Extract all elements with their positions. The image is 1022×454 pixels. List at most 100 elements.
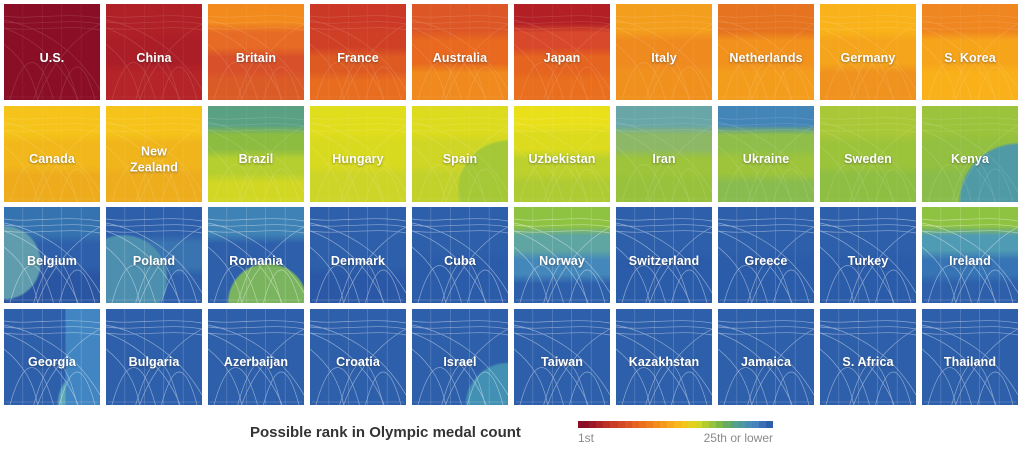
legend-bar-segment	[631, 420, 639, 428]
tile-netherlands: Netherlands	[718, 4, 814, 100]
country-label: Bulgaria	[128, 355, 180, 370]
legend-bar-segment	[765, 420, 773, 428]
tile-bulgaria: Bulgaria	[106, 308, 202, 405]
legend-bar-segment	[596, 420, 604, 428]
rank-trajectory-curves-icon	[310, 308, 406, 405]
country-label: Norway	[539, 253, 585, 268]
legend-bar-segment	[751, 420, 759, 428]
rank-trajectory-curves-icon	[412, 308, 508, 405]
country-label: Greece	[744, 253, 788, 268]
rank-trajectory-curves-icon	[310, 4, 406, 100]
tile-australia: Australia	[412, 4, 508, 100]
legend-min-label: 1st	[578, 430, 595, 445]
tile-azerbaijan: Azerbaijan	[208, 308, 304, 405]
legend-title: Possible rank in Olympic medal count	[250, 423, 521, 441]
rank-trajectory-curves-icon	[922, 4, 1018, 100]
legend-bar-segment	[589, 420, 597, 428]
rank-trajectory-curves-icon	[514, 308, 610, 405]
country-label: Britain	[235, 50, 277, 65]
country-label: Italy	[651, 50, 677, 65]
country-label: Iran	[652, 152, 676, 167]
tile-greece: Greece	[718, 207, 814, 303]
legend-bar-segment	[758, 420, 766, 428]
rank-trajectory-curves-icon	[4, 4, 100, 100]
rank-trajectory-curves-icon	[208, 207, 304, 303]
country-label: Switzerland	[628, 253, 700, 268]
rank-trajectory-curves-icon	[208, 4, 304, 100]
tile-switzerland: Switzerland	[616, 207, 712, 303]
tile-belgium: Belgium	[4, 207, 100, 303]
tile-iran: Iran	[616, 105, 712, 202]
rank-trajectory-curves-icon	[616, 4, 712, 100]
legend-bar-segment	[645, 420, 653, 428]
tile-sweden: Sweden	[820, 105, 916, 202]
country-label: Brazil	[238, 152, 274, 167]
country-label: Poland	[132, 253, 176, 268]
rank-trajectory-curves-icon	[922, 105, 1018, 202]
rank-trajectory-curves-icon	[514, 207, 610, 303]
rank-trajectory-curves-icon	[106, 207, 202, 303]
rank-trajectory-curves-icon	[412, 207, 508, 303]
legend-bar-segment	[674, 420, 682, 428]
country-grid: U.S.	[4, 4, 1018, 405]
country-label: Israel	[443, 355, 477, 370]
tile-italy: Italy	[616, 4, 712, 100]
legend-max-label: 25th or lower	[703, 430, 773, 445]
tile-georgia: Georgia	[4, 308, 100, 405]
tile-s-africa: S. Africa	[820, 308, 916, 405]
rank-trajectory-curves-icon	[514, 105, 610, 202]
rank-trajectory-curves-icon	[820, 4, 916, 100]
rank-trajectory-curves-icon	[4, 308, 100, 405]
country-label: New Zealand	[130, 144, 178, 175]
rank-trajectory-curves-icon	[820, 308, 916, 405]
rank-trajectory-curves-icon	[106, 4, 202, 100]
rank-trajectory-curves-icon	[310, 105, 406, 202]
country-label: S. Africa	[842, 355, 894, 370]
tile-china: China	[106, 4, 202, 100]
tile-taiwan: Taiwan	[514, 308, 610, 405]
country-label: Georgia	[28, 355, 76, 370]
country-label: Spain	[442, 152, 478, 167]
legend-bar-segment	[681, 420, 689, 428]
country-label: Croatia	[336, 355, 380, 370]
tile-kazakhstan: Kazakhstan	[616, 308, 712, 405]
tile-poland: Poland	[106, 207, 202, 303]
country-label: Sweden	[844, 152, 892, 167]
legend-bar-segment	[730, 420, 738, 428]
tile-thailand: Thailand	[922, 308, 1018, 405]
legend-gradient-bar	[578, 420, 773, 428]
tile-ukraine: Ukraine	[718, 105, 814, 202]
legend-bar-segment	[659, 420, 667, 428]
legend-bar-segment	[603, 420, 611, 428]
rank-trajectory-curves-icon	[820, 207, 916, 303]
legend-color-scale: 1st 25th or lower	[578, 420, 773, 445]
country-label: S. Korea	[944, 50, 996, 65]
legend-bar-segment	[716, 420, 724, 428]
rank-trajectory-curves-icon	[616, 105, 712, 202]
legend-bar-segment	[737, 420, 745, 428]
legend: Possible rank in Olympic medal count 1st…	[0, 405, 1022, 454]
rank-trajectory-curves-icon	[922, 207, 1018, 303]
tile-israel: Israel	[412, 308, 508, 405]
legend-bar-segment	[624, 420, 632, 428]
tile-canada: Canada	[4, 105, 100, 202]
rank-trajectory-curves-icon	[820, 105, 916, 202]
rank-trajectory-curves-icon	[616, 207, 712, 303]
country-label: Jamaica	[740, 355, 792, 370]
rank-trajectory-curves-icon	[718, 308, 814, 405]
country-label: Germany	[840, 50, 896, 65]
tile-croatia: Croatia	[310, 308, 406, 405]
tile-brazil: Brazil	[208, 105, 304, 202]
rank-trajectory-curves-icon	[922, 308, 1018, 405]
legend-labels: 1st 25th or lower	[578, 431, 773, 445]
country-label: Thailand	[943, 355, 997, 370]
legend-bar-segment	[652, 420, 660, 428]
country-label: Australia	[432, 50, 488, 65]
legend-bar-segment	[744, 420, 752, 428]
tile-jamaica: Jamaica	[718, 308, 814, 405]
rank-trajectory-curves-icon	[412, 105, 508, 202]
rank-trajectory-curves-icon	[4, 105, 100, 202]
rank-trajectory-curves-icon	[310, 207, 406, 303]
tile-s-korea: S. Korea	[922, 4, 1018, 100]
